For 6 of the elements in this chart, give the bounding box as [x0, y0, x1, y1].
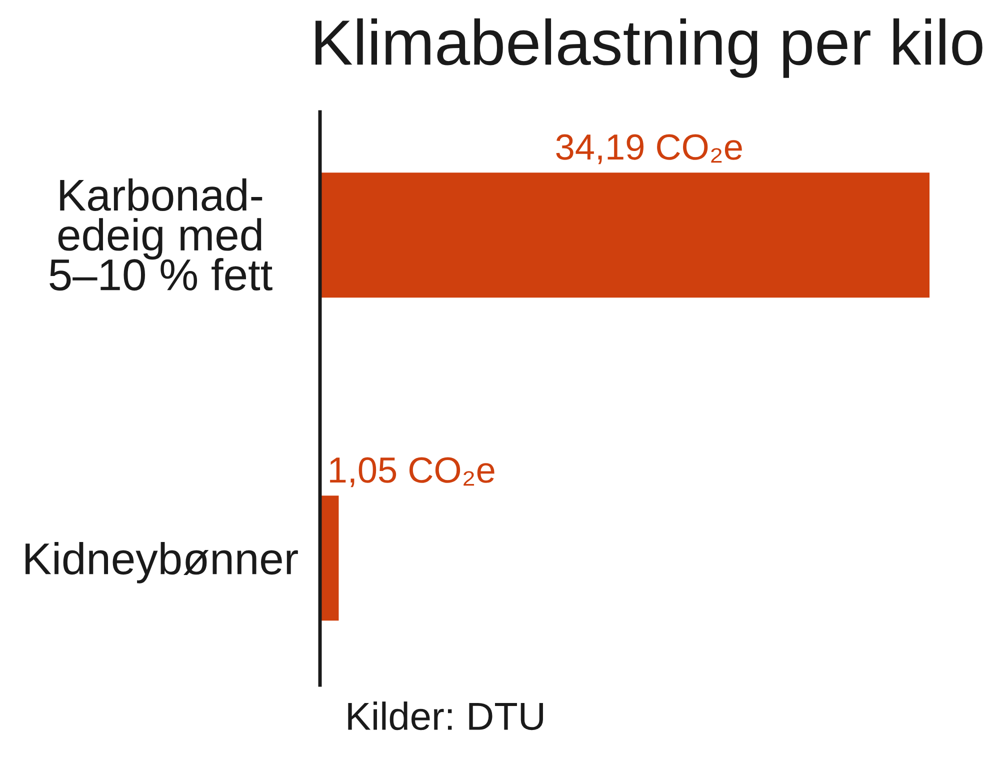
data-label: 34,19 CO₂e [556, 134, 742, 164]
chart-title: Klimabelastning per kilo [316, 18, 982, 78]
data-label: 1,05 CO₂e [330, 457, 494, 488]
y-tick-label: Kidneybønner [26, 542, 298, 584]
y-tick-label: Karbonad- edeig med 5–10 % fett [50, 178, 272, 291]
text: Kilder: DTU [348, 702, 543, 730]
